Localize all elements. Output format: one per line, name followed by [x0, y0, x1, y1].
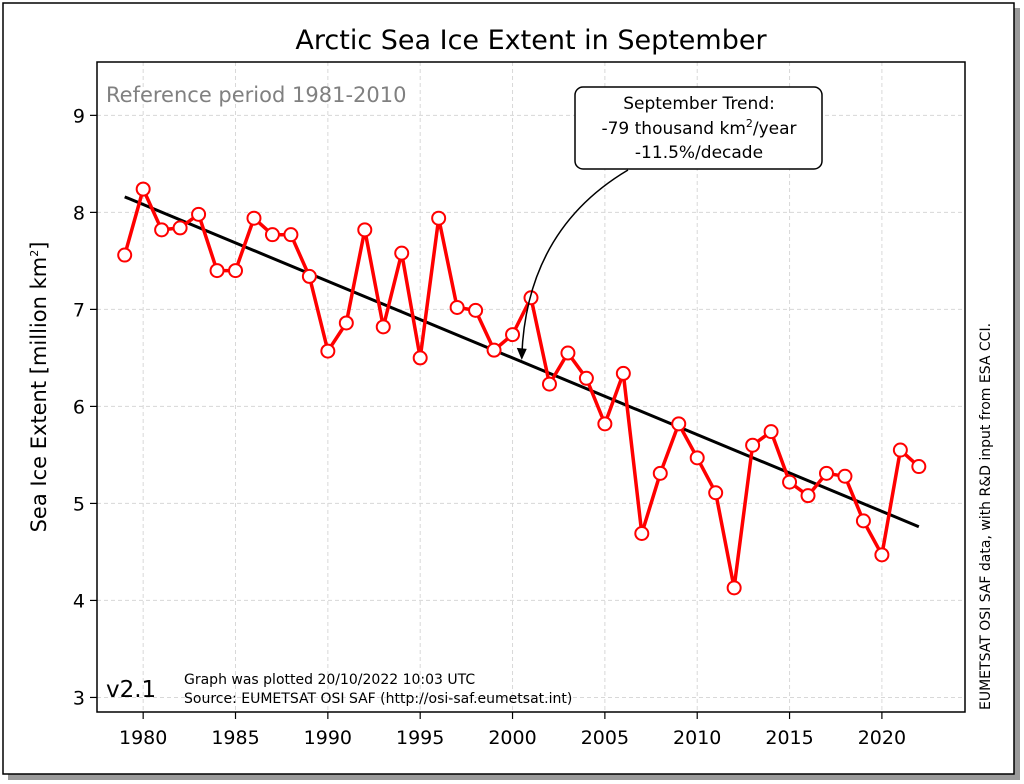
source-label: Source: EUMETSAT OSI SAF (http://osi-saf… — [184, 691, 572, 707]
data-point — [523, 290, 539, 306]
data-point — [689, 450, 705, 466]
data-point — [578, 370, 594, 386]
data-point — [338, 315, 354, 331]
data-point — [246, 210, 262, 226]
x-tick-label: 2015 — [765, 727, 813, 749]
y-axis-label: Sea Ice Extent [million km2] — [27, 242, 51, 533]
data-point — [892, 442, 908, 458]
data-point — [209, 263, 225, 279]
x-tick-label: 2010 — [673, 727, 721, 749]
data-point — [652, 465, 668, 481]
plot-area-frame — [96, 61, 966, 713]
x-tick-label: 2020 — [858, 727, 906, 749]
trend-annotation-box: September Trend: -79 thousand km2/year -… — [574, 86, 823, 170]
data-point — [634, 525, 650, 541]
data-point — [228, 263, 244, 279]
right-side-note: EUMETSAT OSI SAF data, with R&D input fr… — [978, 323, 994, 710]
data-point — [597, 416, 613, 432]
data-point — [486, 342, 502, 358]
x-tick-label: 1980 — [119, 727, 167, 749]
trend-box-line3: -11.5%/decade — [635, 143, 763, 163]
x-tick-label: 2000 — [488, 727, 536, 749]
x-tick-label: 1990 — [304, 727, 352, 749]
data-point — [615, 365, 631, 381]
trend-arrow-head — [516, 347, 527, 360]
y-tick-label: 6 — [73, 396, 85, 418]
data-point — [505, 327, 521, 343]
data-point — [135, 181, 151, 197]
data-point — [763, 424, 779, 440]
data-point — [191, 206, 207, 222]
data-point — [412, 350, 428, 366]
data-point — [837, 468, 853, 484]
y-tick-label: 4 — [73, 590, 85, 612]
data-point — [468, 302, 484, 318]
trend-arrow — [521, 169, 629, 356]
x-tick-label: 1985 — [211, 727, 259, 749]
data-point — [671, 416, 687, 432]
data-point — [560, 345, 576, 361]
plotted-date-label: Graph was plotted 20/10/2022 10:03 UTC — [184, 672, 475, 688]
trend-box-border — [574, 86, 823, 170]
x-tick-label: 2005 — [581, 727, 629, 749]
data-point — [818, 465, 834, 481]
data-point — [726, 580, 742, 596]
data-point — [375, 319, 391, 335]
y-tick-label: 8 — [73, 202, 85, 224]
y-tick-label: 5 — [73, 493, 85, 515]
data-point — [800, 488, 816, 504]
y-tick-label: 3 — [73, 687, 85, 709]
data-point — [172, 220, 188, 236]
data-point — [431, 210, 447, 226]
data-point — [911, 459, 927, 475]
data-point — [154, 222, 170, 238]
data-point — [264, 227, 280, 243]
figure-frame — [2, 2, 1015, 775]
data-point — [708, 485, 724, 501]
data-point — [357, 222, 373, 238]
data-point — [117, 247, 133, 263]
data-point — [855, 513, 871, 529]
version-label: v2.1 — [106, 677, 156, 703]
x-tick-label: 1995 — [396, 727, 444, 749]
chart-title: Arctic Sea Ice Extent in September — [295, 25, 767, 56]
data-point — [745, 437, 761, 453]
reference-period-label: Reference period 1981-2010 — [106, 83, 406, 107]
data-point — [394, 245, 410, 261]
series-layer — [117, 181, 927, 596]
y-tick-label: 9 — [73, 105, 85, 127]
data-point — [874, 547, 890, 563]
data-point — [301, 268, 317, 284]
data-point — [541, 376, 557, 392]
trend-box-line2: -79 thousand km2/year — [601, 117, 796, 139]
trend-box-line1: September Trend: — [623, 94, 775, 114]
y-tick-label: 7 — [73, 299, 85, 321]
tick-layer: 1980 1985 1990 1995 2000 2005 2010 2015 2020 3 4 5 6… — [73, 105, 906, 749]
data-point — [449, 299, 465, 315]
data-point — [320, 343, 336, 359]
arrow-layer — [516, 169, 629, 360]
data-point — [782, 474, 798, 490]
data-point — [283, 227, 299, 243]
